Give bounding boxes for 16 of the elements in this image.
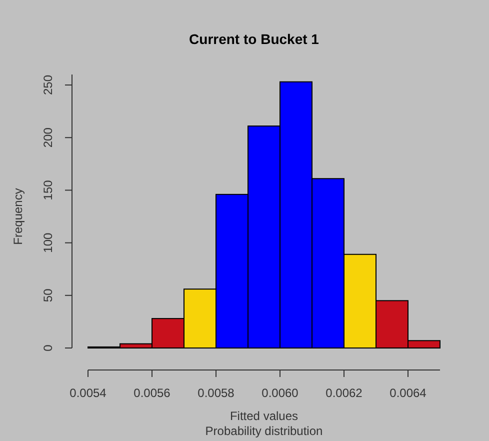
y-tick-label: 150 (41, 180, 55, 200)
text: Probability distribution (205, 424, 323, 438)
x-tick-label: 0.0058 (198, 386, 235, 400)
y-tick-label: 200 (41, 127, 55, 148)
chart-title: Current to Bucket 1 (189, 31, 320, 47)
x-tick-label: 0.0056 (134, 386, 171, 400)
y-tick-label: 100 (41, 232, 55, 253)
y-tick-label: 0 (41, 344, 55, 352)
x-tick-label: 0.0054 (70, 386, 107, 400)
x-axis-title: Fitted values (230, 409, 298, 423)
x-tick-label: 0.0060 (262, 386, 299, 400)
y-tick-label: 50 (41, 288, 55, 302)
y-tick-label: 250 (41, 74, 55, 96)
x-tick-label: 0.0064 (390, 386, 427, 400)
x-tick-label: 0.0062 (326, 386, 363, 400)
y-axis-title: Frequency (11, 188, 25, 245)
